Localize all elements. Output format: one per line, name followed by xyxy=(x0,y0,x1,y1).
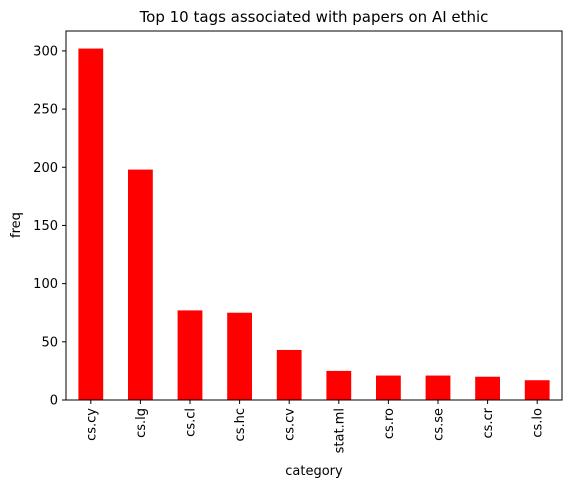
bar-stat.ml xyxy=(326,370,352,400)
x-tick-label-cs.cl: cs.cl xyxy=(184,408,199,437)
plot-area xyxy=(78,48,550,400)
bar-cs.lo xyxy=(524,380,550,400)
y-axis-title: freq xyxy=(9,212,24,238)
y-tick-label-300: 300 xyxy=(33,44,58,59)
bar-cs.cl xyxy=(177,310,203,400)
y-tick-label-150: 150 xyxy=(33,219,58,234)
x-tick-label-cs.hc: cs.hc xyxy=(233,408,248,441)
y-tick-label-0: 0 xyxy=(50,394,58,409)
bar-cs.cv xyxy=(276,349,302,400)
chart-title: Top 10 tags associated with papers on AI… xyxy=(139,8,489,26)
bar-cs.cy xyxy=(78,48,104,400)
y-axis: 0 50 100 150 200 250 300 xyxy=(33,44,66,409)
plot-frame xyxy=(65,30,563,401)
bar-cs.cr xyxy=(475,376,500,400)
y-tick-label-250: 250 xyxy=(33,103,58,118)
x-tick-label-cs.cy: cs.cy xyxy=(84,408,99,441)
bar-cs.lg xyxy=(128,169,153,400)
x-tick-label-cs.cr: cs.cr xyxy=(481,407,496,438)
x-tick-label-cs.cv: cs.cv xyxy=(283,408,298,441)
y-tick-label-100: 100 xyxy=(33,277,58,292)
x-tick-label-cs.lg: cs.lg xyxy=(134,408,149,438)
x-tick-label-stat.ml: stat.ml xyxy=(332,408,347,453)
bar-cs.se xyxy=(425,375,451,400)
bar-cs.hc xyxy=(227,312,252,400)
x-tick-label-cs.se: cs.se xyxy=(432,408,447,441)
x-tick-label-cs.lo: cs.lo xyxy=(531,408,546,438)
x-axis: cs.cy cs.lg cs.cl cs.hc cs.cv stat.ml cs.ro cs.… xyxy=(84,400,546,453)
x-axis-title: category xyxy=(285,464,343,479)
x-tick-label-cs.ro: cs.ro xyxy=(382,408,397,439)
y-tick-label-200: 200 xyxy=(33,161,58,176)
bar-cs.ro xyxy=(376,375,401,400)
y-tick-label-50: 50 xyxy=(41,335,58,350)
